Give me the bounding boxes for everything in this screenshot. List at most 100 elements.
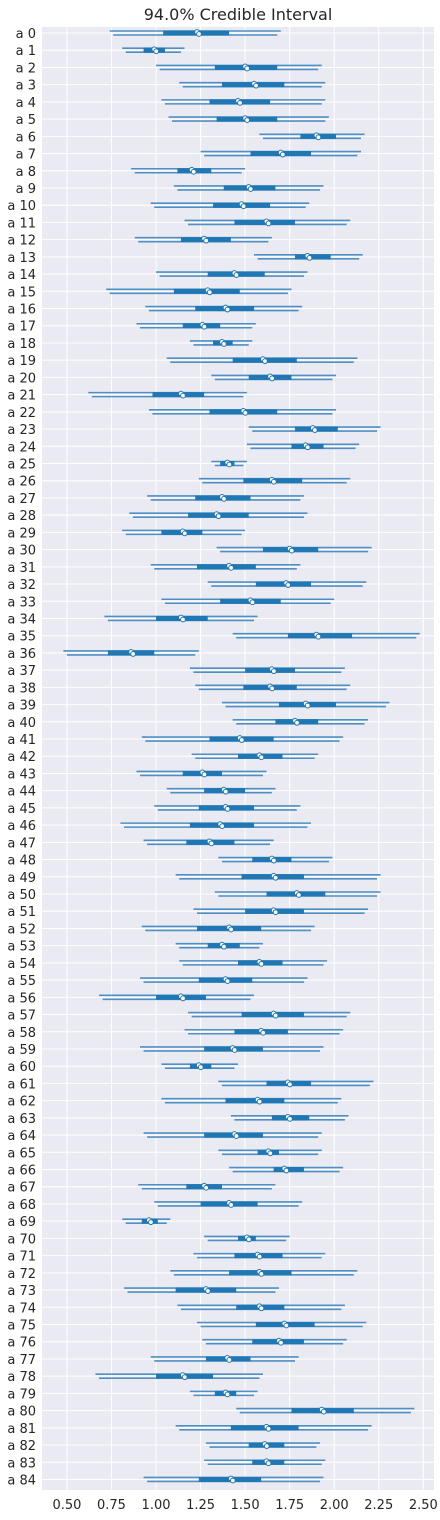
median-point — [231, 1047, 238, 1053]
y-tick-label: a 79 — [7, 1387, 36, 1402]
interval-a-26 — [198, 476, 351, 485]
y-tick-label: a 66 — [7, 1164, 36, 1179]
median-point — [228, 926, 234, 933]
y-tick-label: a 9 — [16, 182, 36, 197]
y-tick-label: a 50 — [7, 888, 36, 903]
y-tick-label: a 60 — [7, 1060, 36, 1075]
x-tick-label: 1.50 — [231, 1498, 260, 1513]
median-point — [315, 633, 322, 640]
y-tick-label: a 57 — [7, 1009, 36, 1024]
y-tick-label: a 30 — [7, 544, 36, 559]
median-point — [256, 1098, 263, 1105]
median-point — [288, 547, 295, 554]
y-tick-label: a 53 — [7, 940, 36, 955]
median-point — [247, 186, 254, 192]
interval-a-27 — [147, 494, 304, 502]
interval-a-71 — [193, 1251, 326, 1260]
interval-a-75 — [197, 1320, 367, 1329]
y-tick-label: a 33 — [7, 595, 36, 610]
median-point — [270, 857, 277, 864]
interval-a-22 — [148, 407, 336, 416]
y-tick-label: a 29 — [7, 526, 36, 541]
y-tick-label: a 49 — [7, 871, 36, 886]
interval-a-63 — [230, 1113, 349, 1122]
interval-a-74 — [177, 1303, 345, 1312]
y-tick-label: a 16 — [7, 303, 36, 318]
y-tick-label: a 59 — [7, 1043, 36, 1058]
interval-a-48 — [218, 855, 333, 864]
interval-a-83 — [204, 1458, 326, 1467]
y-tick-label: a 18 — [7, 337, 36, 352]
interval-a-2 — [156, 63, 322, 72]
y-tick-label: a 38 — [7, 681, 36, 696]
median-point — [180, 616, 186, 623]
y-tick-label: a 84 — [7, 1473, 36, 1488]
y-tick-label: a 54 — [7, 957, 36, 972]
interval-a-10 — [150, 201, 310, 210]
interval-a-38 — [195, 683, 351, 692]
y-tick-label: a 21 — [7, 389, 36, 404]
median-point — [228, 1202, 234, 1208]
x-tick-label: 0.75 — [97, 1498, 126, 1513]
interval-a-52 — [141, 924, 315, 933]
median-point — [269, 685, 275, 692]
y-tick-label: a 47 — [7, 836, 36, 851]
interval-a-41 — [141, 735, 344, 743]
median-point — [244, 117, 251, 123]
y-tick-label: a 26 — [7, 475, 36, 490]
interval-a-4 — [161, 97, 326, 106]
y-tick-label: a 63 — [7, 1112, 36, 1127]
y-tick-label: a 82 — [7, 1439, 36, 1454]
interval-a-58 — [184, 1027, 344, 1036]
credible-intervals — [63, 29, 420, 1484]
y-tick-label: a 22 — [7, 406, 36, 421]
interval-a-34 — [104, 614, 258, 623]
interval-a-11 — [184, 218, 351, 227]
median-point — [181, 530, 188, 537]
median-point — [262, 358, 268, 365]
median-point — [153, 48, 160, 55]
interval-a-57 — [188, 1010, 351, 1019]
median-point — [229, 1477, 236, 1484]
y-tick-label: a 44 — [7, 785, 36, 800]
y-tick-label: a 62 — [7, 1095, 36, 1110]
y-tick-label: a 76 — [7, 1336, 36, 1351]
x-tick-label: 2.00 — [320, 1498, 349, 1513]
y-tick-label: a 45 — [7, 802, 36, 817]
y-tick-label: a 40 — [7, 716, 36, 731]
y-tick-label: a 32 — [7, 578, 36, 593]
median-point — [256, 1253, 263, 1260]
median-point — [246, 1236, 252, 1243]
median-point — [203, 1184, 210, 1191]
median-point — [265, 220, 272, 227]
median-point — [224, 1391, 231, 1398]
y-axis-labels: a 0 a 1 a 2 a 3 a 4 a 5 a 6 a 7 a 8 a 9 a 10 a 11 a … — [7, 27, 36, 1488]
y-tick-label: a 70 — [7, 1232, 36, 1247]
interval-a-44 — [166, 786, 276, 795]
median-point — [242, 409, 249, 416]
interval-a-64 — [143, 1131, 322, 1139]
median-point — [260, 1029, 267, 1036]
median-point — [206, 289, 213, 296]
x-tick-label: 1.25 — [186, 1498, 215, 1513]
y-tick-label: a 78 — [7, 1370, 36, 1385]
interval-a-39 — [221, 700, 390, 709]
median-point — [180, 392, 186, 399]
median-point — [249, 599, 256, 606]
interval-a-69 — [122, 1217, 171, 1226]
interval-a-60 — [161, 1062, 238, 1071]
chart-title: 94.0% Credible Interval — [144, 5, 333, 24]
median-point — [285, 582, 292, 588]
y-tick-label: a 43 — [7, 767, 36, 782]
interval-a-18 — [189, 339, 253, 347]
median-point — [265, 1460, 272, 1467]
median-point — [205, 1288, 211, 1294]
y-tick-label: a 37 — [7, 664, 36, 679]
y-tick-label: a 34 — [7, 612, 36, 627]
y-tick-label: a 64 — [7, 1129, 36, 1144]
median-point — [219, 823, 226, 830]
median-point — [224, 306, 231, 313]
y-tick-label: a 48 — [7, 854, 36, 869]
median-point — [253, 82, 259, 89]
